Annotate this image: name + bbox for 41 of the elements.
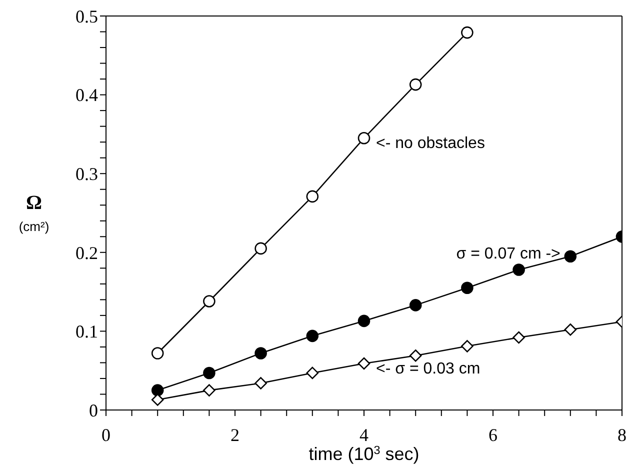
point [512, 331, 525, 344]
y-tick-label: 0.1 [76, 322, 98, 342]
point [461, 26, 474, 39]
point [254, 377, 267, 390]
y-tick-label: 0.4 [76, 85, 98, 106]
x-tick-label: 2 [230, 424, 240, 445]
annotation: <- σ = 0.03 cm [376, 360, 480, 378]
point [409, 299, 422, 312]
x-tick-label: 6 [488, 424, 498, 445]
point [512, 264, 525, 276]
point [254, 242, 267, 255]
annotation: σ = 0.07 cm -> [456, 245, 560, 262]
point [461, 340, 474, 352]
point [358, 132, 370, 144]
x-tick-label: 8 [618, 424, 626, 445]
point [306, 330, 319, 342]
point [358, 314, 370, 328]
y-tick-label: 0.2 [76, 242, 98, 263]
point [306, 366, 319, 380]
point [151, 347, 164, 360]
point [203, 366, 216, 380]
point [358, 357, 370, 370]
point [254, 347, 267, 360]
point [461, 282, 474, 294]
y-tick-label: 0.3 [76, 164, 98, 184]
y-axis-title: Ω (cm²) [18, 192, 50, 234]
y-tick-label: 0 [89, 400, 98, 420]
point [409, 78, 422, 91]
point [203, 295, 216, 308]
point [203, 384, 216, 396]
x-tick-label: 0 [102, 424, 110, 445]
x-tick-label: 4 [360, 424, 368, 445]
point [151, 384, 164, 396]
x-axis-title: time (10$^{3}$ sec) [308, 444, 420, 464]
annotation: <- no obstacles [376, 135, 485, 152]
point [564, 250, 577, 262]
point [409, 349, 422, 362]
point [306, 190, 319, 203]
point [151, 394, 164, 406]
point [564, 323, 577, 336]
y-tick-label: 0.5 [76, 6, 98, 26]
